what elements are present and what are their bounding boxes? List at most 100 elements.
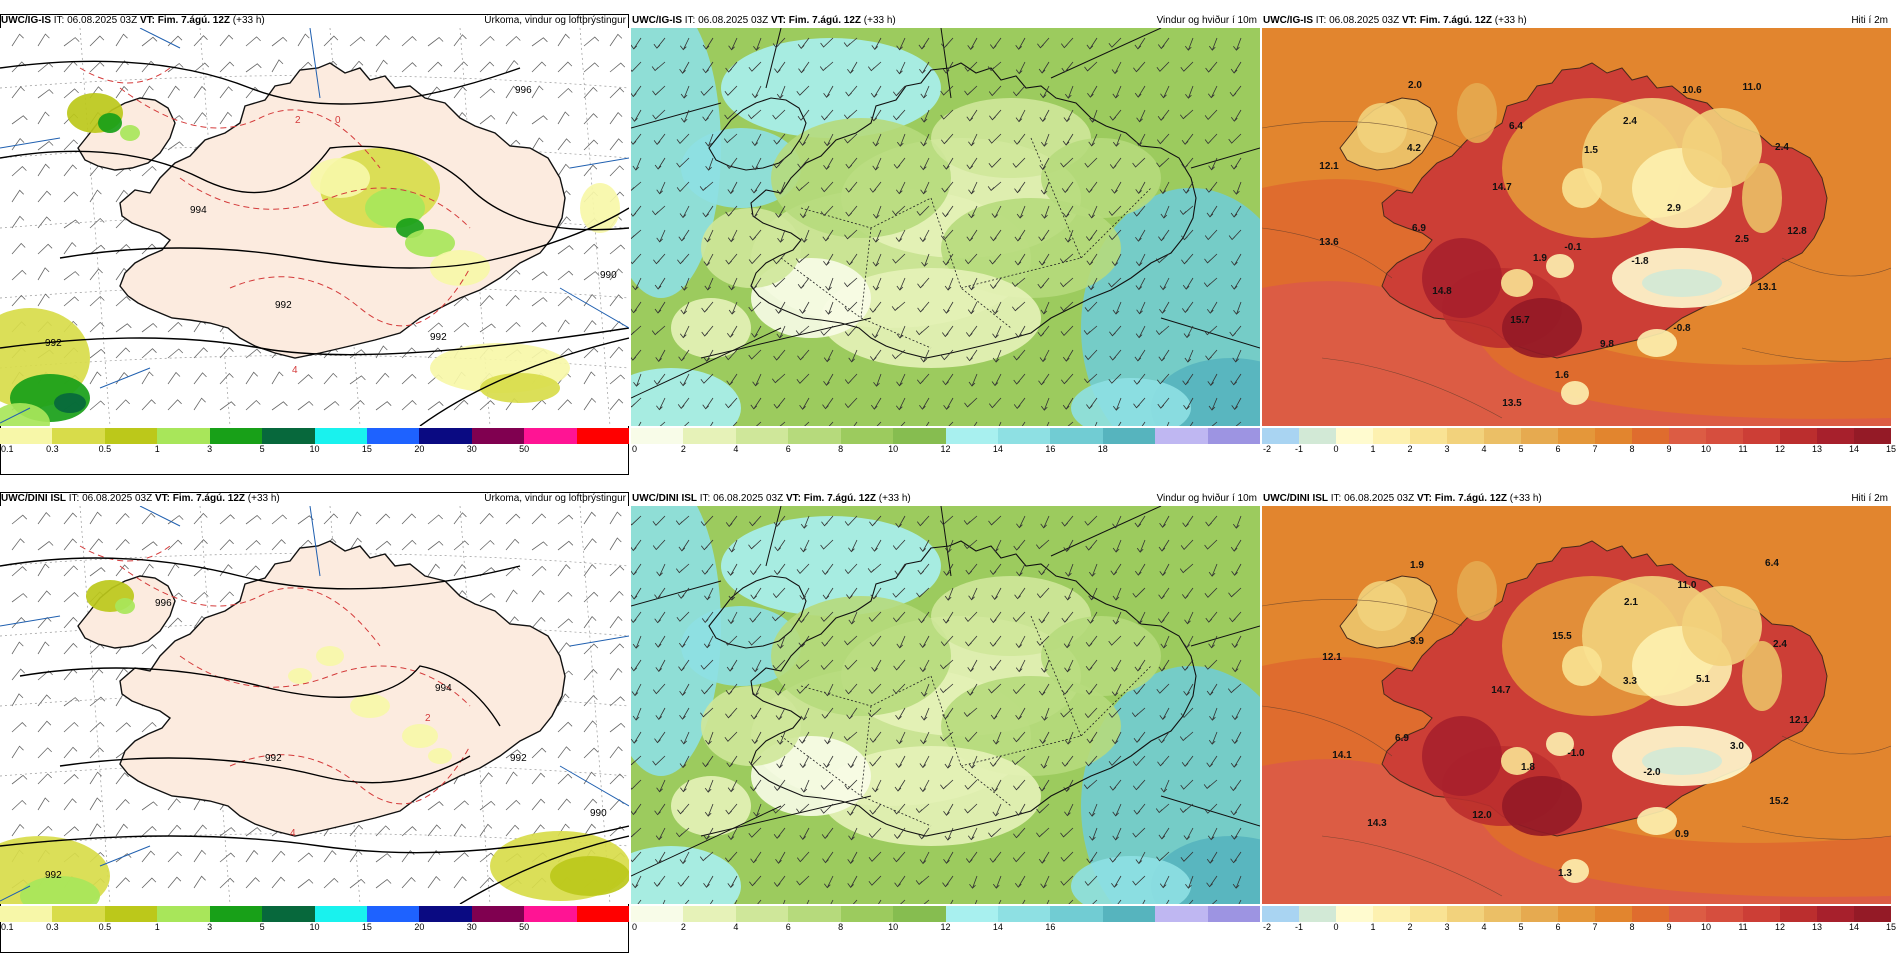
- temperature-colorbar-ticks: -2-1012345678910111213141516: [1262, 444, 1896, 456]
- colorbar-tick-label: 1: [1370, 922, 1376, 932]
- wind-speed-fill: [631, 506, 1260, 904]
- colorbar-tick-label: 12: [1774, 444, 1786, 454]
- temperature-value: 1.9: [1533, 253, 1547, 264]
- colorbar-tick-label: 4: [1481, 444, 1487, 454]
- temperature-colorbar: [1262, 428, 1891, 444]
- temperature-value: 2.4: [1775, 142, 1789, 153]
- temperature-value: 12.1: [1319, 161, 1339, 172]
- vt-label: VT:: [785, 493, 801, 504]
- temperature-value: 2.4: [1773, 639, 1787, 650]
- temperature-value: 6.9: [1412, 223, 1426, 234]
- colorbar-swatch: [1706, 906, 1743, 922]
- colorbar-swatch: [471, 428, 525, 444]
- colorbar-tick-label: 13: [1811, 922, 1823, 932]
- panel-header: UWC/IG-IS IT: 06.08.2025 03Z VT: Fim. 7.…: [1262, 14, 1891, 28]
- wind-colorbar-ticks: 0 2 4 6 8 10 12 14 16: [631, 922, 1260, 934]
- colorbar-tick-label: 15: [361, 922, 372, 932]
- temperature-colorbar: [1262, 906, 1891, 922]
- colorbar-swatch: [631, 906, 684, 922]
- iceland-outline: [708, 540, 1197, 837]
- colorbar-swatch: [1336, 428, 1373, 444]
- colorbar-tick-label: 0: [632, 444, 638, 454]
- colorbar-tick-label: 6: [1555, 922, 1561, 932]
- colorbar-swatch: [1595, 428, 1632, 444]
- colorbar-tick-label: 0.3: [46, 922, 59, 932]
- it-label: IT:: [1315, 15, 1327, 26]
- precip-patches: [0, 580, 629, 904]
- temperature-value: 15.7: [1510, 315, 1530, 326]
- init-time: 06.08.2025 03Z: [1329, 15, 1400, 26]
- colorbar-swatch: [104, 428, 158, 444]
- colorbar-swatch: [997, 428, 1051, 444]
- colorbar-tick-label: 3: [207, 922, 213, 932]
- colorbar-swatch: [0, 428, 53, 444]
- colorbar-swatch: [683, 428, 736, 444]
- colorbar-tick-label: 9: [1666, 444, 1672, 454]
- precip-colorbar: [0, 906, 630, 922]
- temperature-value: 2.9: [1667, 203, 1681, 214]
- colorbar-swatch: [1484, 906, 1521, 922]
- model-name: UWC/IG-IS: [632, 15, 682, 26]
- colorbar-tick-label: 15: [1885, 922, 1897, 932]
- colorbar-tick-label: 8: [1629, 922, 1635, 932]
- temperature-value: 9.8: [1600, 339, 1614, 350]
- colorbar-swatch: [840, 428, 894, 444]
- temperature-map: 1.9 6.4 11.0 2.1 15.5 3.9 12.1 3.3 2.4 14.7 5.1 12.…: [1262, 506, 1891, 904]
- isotherm-lines: [79, 545, 471, 805]
- wind-speed-fill: [631, 28, 1260, 426]
- pressure-label: 994: [190, 205, 207, 216]
- colorbar-tick-label: 5: [259, 444, 265, 454]
- colorbar-tick-label: 20: [414, 922, 425, 932]
- temperature-value: 1.8: [1521, 762, 1535, 773]
- colorbar-swatch: [1262, 428, 1299, 444]
- temperature-value: 12.8: [1787, 226, 1807, 237]
- panel-header: UWC/DINI ISL IT: 06.08.2025 03Z VT: Fim.…: [0, 492, 629, 506]
- colorbar-swatch: [314, 428, 367, 444]
- colorbar-tick-label: -2: [1263, 444, 1272, 454]
- land-temperature-fill: [1339, 540, 1828, 883]
- colorbar-swatch: [157, 428, 210, 444]
- temperature-value: 1.6: [1555, 370, 1569, 381]
- colorbar-tick-label: 4: [1481, 922, 1487, 932]
- wind-colorbar: [631, 906, 1261, 922]
- temperature-value: 3.3: [1623, 676, 1637, 687]
- temperature-value: 0.9: [1675, 829, 1689, 840]
- temperature-value: 12.1: [1322, 652, 1342, 663]
- colorbar-tick-label: 2: [1407, 444, 1413, 454]
- colorbar-tick-label: 10: [309, 922, 320, 932]
- colorbar-swatch: [683, 906, 736, 922]
- colorbar-tick-label: 14: [992, 922, 1003, 932]
- colorbar-swatch: [893, 428, 946, 444]
- colorbar-swatch: [209, 428, 263, 444]
- lead-time: (+33 h): [1509, 493, 1542, 504]
- wind-map: [631, 28, 1260, 426]
- model-name: UWC/DINI ISL: [1, 493, 66, 504]
- colorbar-tick-label: 7: [1592, 922, 1598, 932]
- colorbar-tick-label: -1: [1294, 922, 1304, 932]
- lead-time: (+33 h): [1494, 15, 1527, 26]
- panel-dini-wind: UWC/DINI ISL IT: 06.08.2025 03Z VT: Fim.…: [631, 492, 1261, 953]
- colorbar-swatch: [735, 906, 789, 922]
- temperature-value: 6.4: [1765, 558, 1779, 569]
- land-temperature-fill: [1339, 62, 1828, 405]
- precip-patches: [0, 93, 620, 426]
- lead-time: (+33 h): [232, 15, 265, 26]
- colorbar-tick-label: 12: [940, 922, 951, 932]
- colorbar-tick-label: 6: [785, 444, 791, 454]
- colorbar-swatch: [1817, 428, 1854, 444]
- colorbar-tick-label: 5: [259, 922, 265, 932]
- temperature-value: 6.9: [1395, 733, 1409, 744]
- wind-map-svg: [631, 28, 1260, 426]
- colorbar-tick-label: 3: [207, 444, 213, 454]
- colorbar-swatch: [631, 428, 684, 444]
- colorbar-swatch: [1155, 906, 1208, 922]
- panel-igis-precip: UWC/IG-IS IT: 06.08.2025 03Z VT: Fim. 7.…: [0, 14, 630, 475]
- wind-map-svg: [631, 506, 1260, 904]
- temperature-value: 12.1: [1789, 715, 1809, 726]
- colorbar-swatch: [52, 906, 105, 922]
- temperature-colorbar-ticks: -2-1012345678910111213141516: [1262, 922, 1896, 934]
- vt-label: VT:: [154, 493, 170, 504]
- temperature-map: 2.0 10.6 11.0 6.4 2.4 4.2 1.5 2.4 12.1 14.7 2.9 6.9…: [1262, 28, 1891, 426]
- colorbar-tick-label: 0: [1333, 444, 1339, 454]
- colorbar-swatch: [1336, 906, 1373, 922]
